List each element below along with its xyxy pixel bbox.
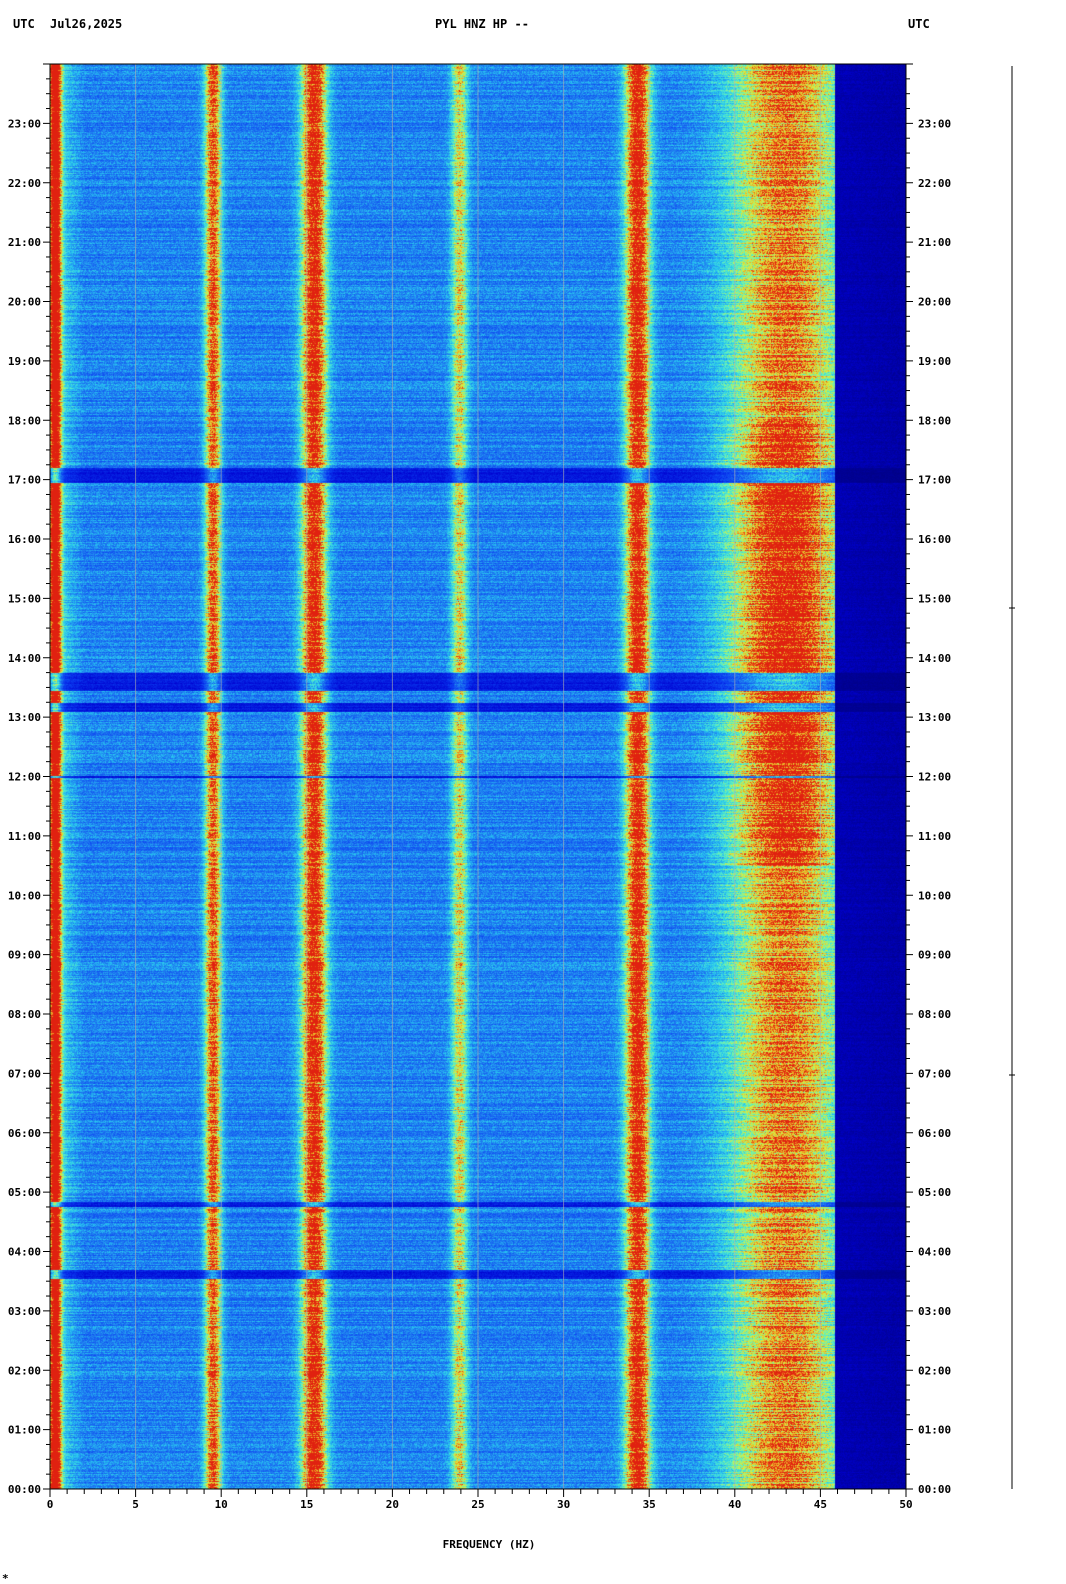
y-tick-label-right: 18:00: [918, 414, 951, 427]
y-tick-label-right: 10:00: [918, 889, 951, 902]
x-tick-label: 0: [47, 1498, 54, 1511]
y-tick-label-left: 00:00: [8, 1483, 41, 1496]
x-tick-label: 45: [814, 1498, 827, 1511]
y-tick-label-left: 22:00: [8, 177, 41, 190]
y-tick-label-left: 01:00: [8, 1424, 41, 1437]
y-tick-label-left: 11:00: [8, 830, 41, 843]
y-tick-label-right: 17:00: [918, 474, 951, 487]
date-label: Jul26,2025: [50, 17, 123, 31]
y-tick-label-left: 13:00: [8, 711, 41, 724]
y-tick-label-left: 21:00: [8, 236, 41, 249]
x-tick-label: 10: [215, 1498, 228, 1511]
y-tick-label-right: 03:00: [918, 1305, 951, 1318]
y-tick-label-right: 06:00: [918, 1127, 951, 1140]
right-timezone: UTC: [908, 17, 930, 31]
y-tick-label-right: 14:00: [918, 652, 951, 665]
y-tick-label-right: 19:00: [918, 355, 951, 368]
x-tick-label: 35: [643, 1498, 656, 1511]
y-tick-label-left: 08:00: [8, 1008, 41, 1021]
grid-lines: [135, 64, 821, 1489]
y-tick-label-right: 09:00: [918, 949, 951, 962]
y-tick-label-right: 05:00: [918, 1186, 951, 1199]
y-tick-label-right: 16:00: [918, 533, 951, 546]
footnote-mark: *: [2, 1572, 9, 1584]
y-tick-label-left: 05:00: [8, 1186, 41, 1199]
y-tick-label-right: 20:00: [918, 296, 951, 309]
y-tick-label-left: 03:00: [8, 1305, 41, 1318]
x-tick-label: 15: [300, 1498, 313, 1511]
y-tick-label-left: 23:00: [8, 117, 41, 130]
y-tick-label-left: 02:00: [8, 1364, 41, 1377]
x-axis-title: FREQUENCY (HZ): [443, 1538, 536, 1551]
y-tick-label-right: 04:00: [918, 1246, 951, 1259]
y-tick-label-left: 04:00: [8, 1246, 41, 1259]
x-tick-label: 5: [132, 1498, 139, 1511]
y-tick-label-right: 23:00: [918, 117, 951, 130]
y-tick-label-right: 01:00: [918, 1424, 951, 1437]
x-tick-label: 25: [471, 1498, 484, 1511]
y-tick-label-left: 06:00: [8, 1127, 41, 1140]
y-tick-label-right: 00:00: [918, 1483, 951, 1496]
side-time-bar: [1009, 66, 1015, 1489]
y-tick-label-right: 02:00: [918, 1364, 951, 1377]
y-tick-label-right: 22:00: [918, 177, 951, 190]
y-tick-label-left: 20:00: [8, 296, 41, 309]
x-axis: 0 5 10 15 20 25 30 35 40 45 50: [47, 1489, 913, 1511]
x-tick-label: 50: [899, 1498, 912, 1511]
y-tick-label-right: 21:00: [918, 236, 951, 249]
y-tick-label-left: 19:00: [8, 355, 41, 368]
y-tick-label-left: 12:00: [8, 771, 41, 784]
y-tick-label-right: 15:00: [918, 592, 951, 605]
y-tick-label-right: 11:00: [918, 830, 951, 843]
y-tick-label-left: 07:00: [8, 1067, 41, 1080]
y-tick-label-left: 16:00: [8, 533, 41, 546]
y-tick-label-right: 08:00: [918, 1008, 951, 1021]
y-axis-left: 00:00 01:00 02:00 03:00 04:00 05:00 06:00 07:00…: [8, 63, 50, 1496]
y-tick-label-right: 07:00: [918, 1067, 951, 1080]
x-tick-label: 40: [728, 1498, 741, 1511]
y-tick-label-right: 13:00: [918, 711, 951, 724]
station-label: PYL HNZ HP --: [435, 17, 529, 31]
y-tick-label-left: 10:00: [8, 889, 41, 902]
y-tick-label-left: 18:00: [8, 414, 41, 427]
x-tick-label: 20: [386, 1498, 399, 1511]
y-axis-right: 00:00 01:00 02:00 03:00 04:00 05:00 06:00 07:00…: [906, 63, 951, 1496]
x-tick-label: 30: [557, 1498, 570, 1511]
y-tick-label-left: 15:00: [8, 592, 41, 605]
y-tick-label-left: 17:00: [8, 474, 41, 487]
y-tick-label-left: 14:00: [8, 652, 41, 665]
left-timezone: UTC: [13, 17, 35, 31]
y-tick-label-left: 09:00: [8, 949, 41, 962]
y-tick-label-right: 12:00: [918, 771, 951, 784]
